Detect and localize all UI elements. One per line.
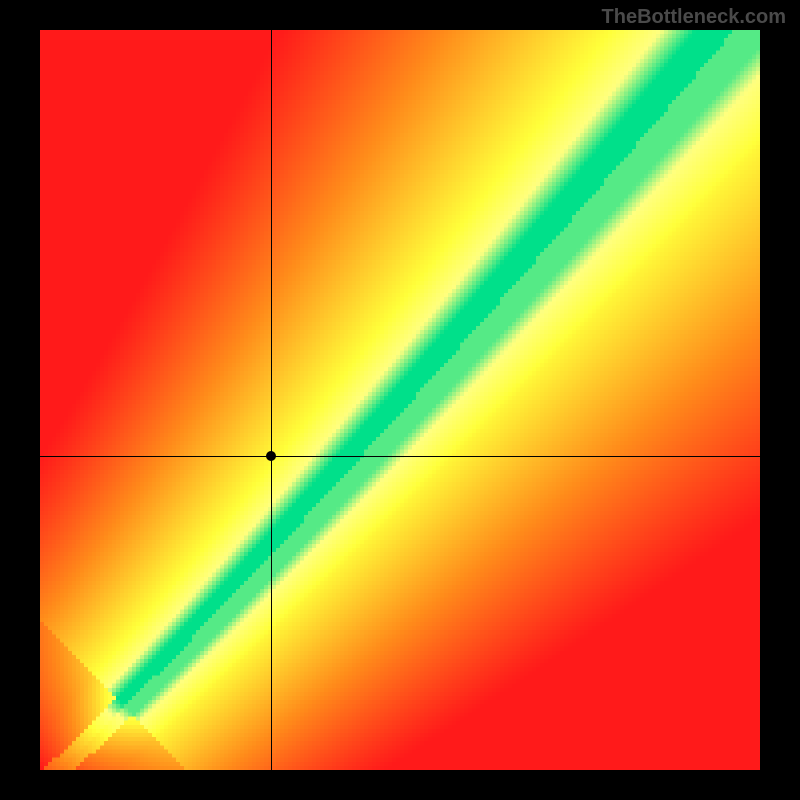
crosshair-marker-dot	[266, 451, 276, 461]
plot-area	[40, 30, 760, 770]
bottleneck-heatmap	[40, 30, 760, 770]
crosshair-vertical	[271, 30, 272, 770]
crosshair-horizontal	[40, 456, 760, 457]
watermark-text: TheBottleneck.com	[602, 6, 786, 29]
